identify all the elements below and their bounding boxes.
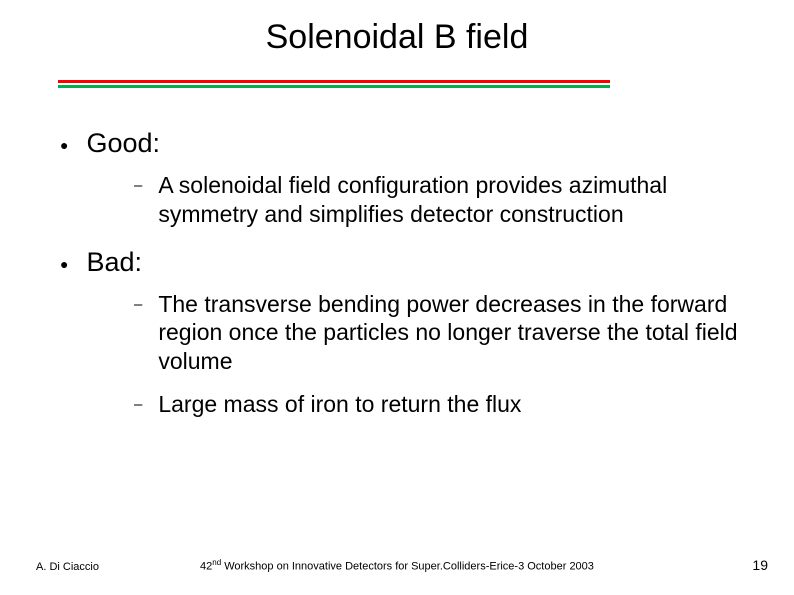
title-underline [58, 80, 610, 88]
slide-title: Solenoidal B field [0, 0, 794, 57]
footer-event-rest: Workshop on Innovative Detectors for Sup… [221, 561, 594, 573]
bullet-dot-icon: ● [60, 138, 68, 152]
dash-icon: – [134, 177, 142, 194]
footer-author: A. Di Ciaccio [36, 561, 99, 573]
dash-icon: – [134, 296, 142, 313]
bullet-good-label: Good: [86, 128, 160, 159]
bullet-dot-icon: ● [60, 257, 68, 271]
bullet-bad-label: Bad: [86, 247, 142, 278]
footer-event-ordinal: nd [212, 558, 221, 567]
footer-event-prefix: 42 [200, 561, 212, 573]
rule-green [58, 85, 610, 88]
sub-bullet-text: A solenoidal field configuration provide… [158, 171, 740, 229]
sub-bullet-text: Large mass of iron to return the flux [158, 390, 521, 419]
content-area: ● Good: – A solenoidal field configurati… [60, 110, 740, 429]
rule-red [58, 80, 610, 83]
sub-bullet: – The transverse bending power decreases… [134, 290, 740, 376]
bullet-bad: ● Bad: [60, 247, 740, 278]
sub-bullet-text: The transverse bending power decreases i… [158, 290, 740, 376]
dash-icon: – [134, 396, 142, 413]
footer-event: 42nd Workshop on Innovative Detectors fo… [200, 558, 594, 573]
sub-bullet: – Large mass of iron to return the flux [134, 390, 740, 419]
bullet-good: ● Good: [60, 128, 740, 159]
page-number: 19 [752, 557, 768, 573]
sub-bullet: – A solenoidal field configuration provi… [134, 171, 740, 229]
